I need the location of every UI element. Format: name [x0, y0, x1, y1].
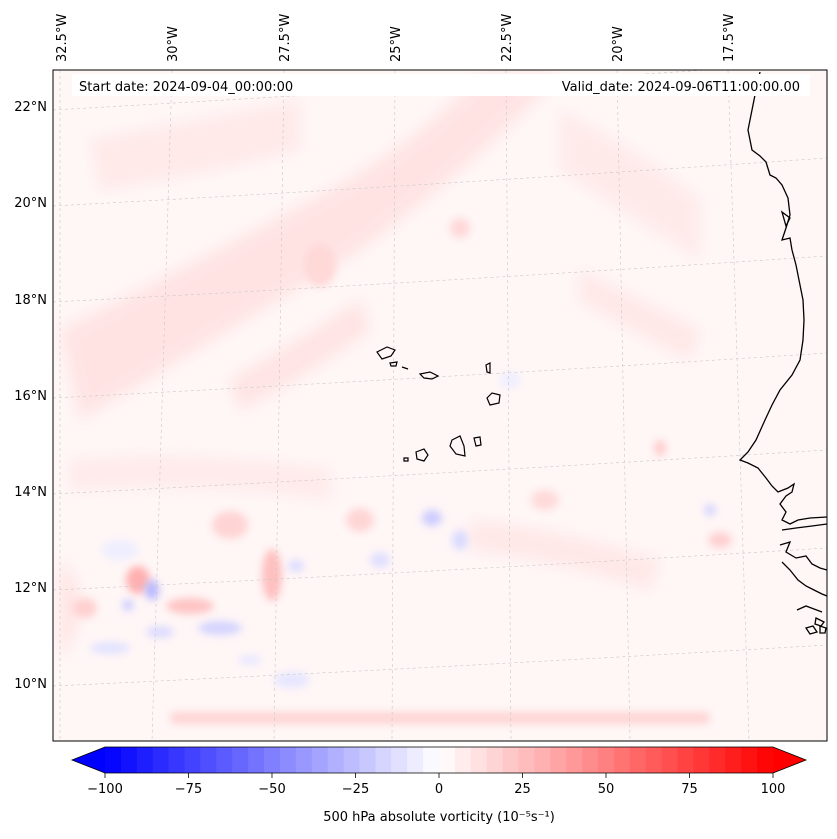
longitude-labels: 32.5°W 30°W 27.5°W 25°W 22.5°W 20°W 17.5… — [55, 14, 737, 62]
colorbar-tick-label: 25 — [514, 782, 531, 797]
lon-label: 27.5°W — [278, 14, 293, 62]
colorbar-segment — [359, 747, 376, 773]
lat-label: 20°N — [14, 196, 47, 211]
start-date-label: Start date: 2024-09-04_00:00:00 — [79, 80, 293, 95]
colorbar-segment — [184, 747, 202, 773]
colorbar-segment — [168, 747, 186, 773]
colorbar-segment — [486, 747, 504, 773]
colorbar-segment — [375, 747, 392, 773]
colorbar-ticks: −100 −75 −50 −25 0 25 50 75 100 — [87, 773, 785, 797]
colorbar-segment — [120, 747, 138, 773]
colorbar-segment — [248, 747, 265, 773]
map-frame — [52, 69, 828, 742]
colorbar-segment — [518, 747, 536, 773]
colorbar-segment — [725, 747, 742, 773]
cape-verde-islands — [376, 346, 501, 462]
colorbar-segment — [741, 747, 758, 773]
colorbar-segment — [407, 747, 424, 773]
colorbar: −100 −75 −50 −25 0 25 50 75 100 500 hPa absolute… — [70, 746, 808, 825]
colorbar-segment — [470, 747, 488, 773]
lon-label: 22.5°W — [500, 14, 515, 62]
colorbar-segment — [534, 747, 551, 773]
graticule — [53, 70, 827, 741]
vorticity-field — [53, 70, 827, 741]
colorbar-segments — [105, 747, 774, 773]
colorbar-segment — [105, 747, 122, 773]
colorbar-segment — [439, 747, 456, 773]
colorbar-segment — [550, 747, 567, 773]
colorbar-tick-label: 0 — [435, 782, 443, 797]
colorbar-tick-label: −50 — [258, 782, 285, 797]
colorbar-segment — [566, 747, 583, 773]
colorbar-tick-label: 50 — [598, 782, 615, 797]
lat-label: 18°N — [14, 293, 47, 308]
lon-label: 20°W — [611, 26, 626, 62]
lon-label: 30°W — [166, 26, 181, 62]
colorbar-segment — [629, 747, 647, 773]
colorbar-segment — [279, 747, 297, 773]
lon-label: 32.5°W — [55, 14, 70, 62]
colorbar-segment — [311, 747, 329, 773]
colorbar-tick-label: −25 — [342, 782, 369, 797]
colorbar-segment — [709, 747, 726, 773]
colorbar-segment — [454, 747, 472, 773]
colorbar-segment — [645, 747, 663, 773]
colorbar-segment — [200, 747, 217, 773]
colorbar-segment — [327, 747, 345, 773]
colorbar-segment — [661, 747, 679, 773]
colorbar-tick-label: 75 — [681, 782, 698, 797]
colorbar-segment — [693, 747, 710, 773]
colorbar-segment — [295, 747, 313, 773]
colorbar-segment — [757, 747, 774, 773]
colorbar-segment — [598, 747, 615, 773]
lat-label: 10°N — [14, 677, 47, 692]
lon-label: 25°W — [389, 26, 404, 62]
colorbar-extend-max — [773, 747, 806, 773]
colorbar-segment — [582, 747, 599, 773]
colorbar-segment — [136, 747, 154, 773]
header-box — [72, 74, 810, 96]
colorbar-tick-label: −100 — [87, 782, 123, 797]
colorbar-segment — [216, 747, 233, 773]
lat-label: 22°N — [14, 100, 47, 115]
colorbar-tick-label: −75 — [175, 782, 202, 797]
valid-date-label: Valid_date: 2024-09-06T11:00:00.00 — [562, 80, 800, 95]
african-coastline — [738, 71, 827, 635]
colorbar-segment — [232, 747, 249, 773]
colorbar-segment — [502, 747, 520, 773]
lat-label: 14°N — [14, 485, 47, 500]
colorbar-tick-label: 100 — [761, 782, 786, 797]
colorbar-segment — [152, 747, 170, 773]
colorbar-segment — [264, 747, 281, 773]
lat-label: 16°N — [14, 389, 47, 404]
lon-label: 17.5°W — [722, 14, 737, 62]
colorbar-segment — [343, 747, 361, 773]
colorbar-segment — [391, 747, 408, 773]
colorbar-label: 500 hPa absolute vorticity (10⁻⁵s⁻¹) — [323, 810, 555, 825]
latitude-labels: 22°N 20°N 18°N 16°N 14°N 12°N 10°N — [14, 100, 47, 692]
colorbar-segment — [613, 747, 631, 773]
colorbar-segment — [677, 747, 695, 773]
colorbar-segment — [423, 747, 440, 773]
lat-label: 12°N — [14, 581, 47, 596]
colorbar-extend-min — [72, 747, 105, 773]
